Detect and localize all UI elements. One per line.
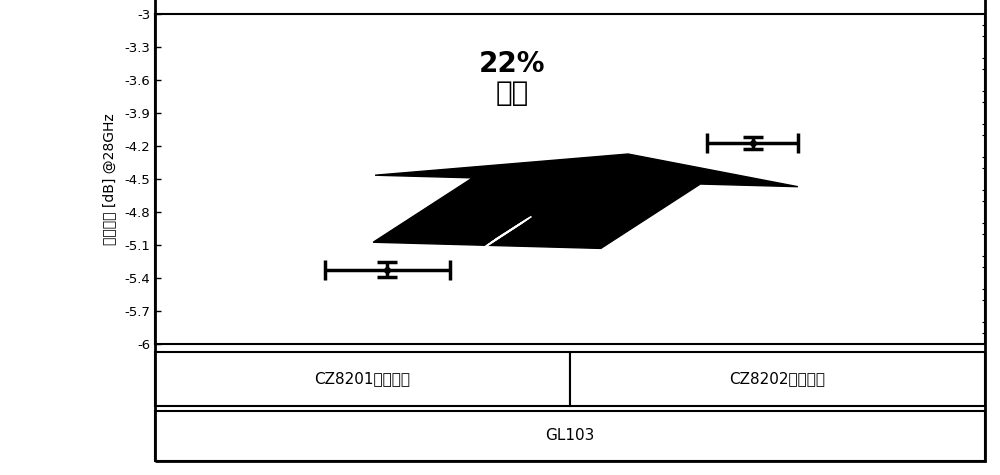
Text: GL103: GL103 <box>545 428 595 443</box>
Bar <box>155 352 570 406</box>
Bar <box>570 352 985 406</box>
Text: CZ8202加工工艺: CZ8202加工工艺 <box>730 371 826 386</box>
Text: 提高: 提高 <box>495 79 529 107</box>
Text: 22%: 22% <box>479 50 545 78</box>
Text: CZ8201加工工艺: CZ8201加工工艺 <box>314 371 411 386</box>
Y-axis label: 插入损耗 [dB] @28GHz: 插入损耗 [dB] @28GHz <box>102 114 116 245</box>
FancyArrow shape <box>373 154 798 248</box>
